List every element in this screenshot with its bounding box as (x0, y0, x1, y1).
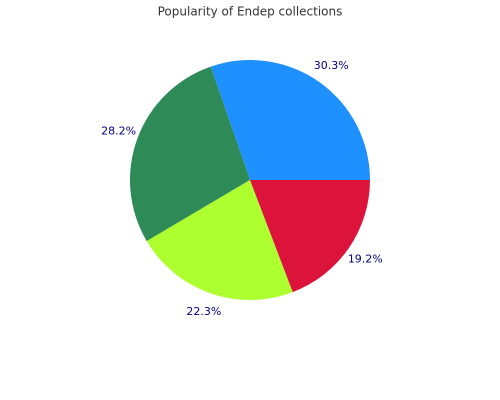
pie-slice (210, 60, 370, 180)
slice-label: 22.3% (186, 305, 221, 318)
pie-slice (146, 180, 293, 301)
pie-slice (250, 180, 370, 293)
chart-title: Popularity of Endep collections (158, 5, 343, 19)
slice-label: 30.3% (314, 59, 349, 72)
slice-label: 28.2% (101, 125, 136, 138)
pie-slice (130, 66, 250, 242)
slice-label: 19.2% (348, 252, 383, 265)
